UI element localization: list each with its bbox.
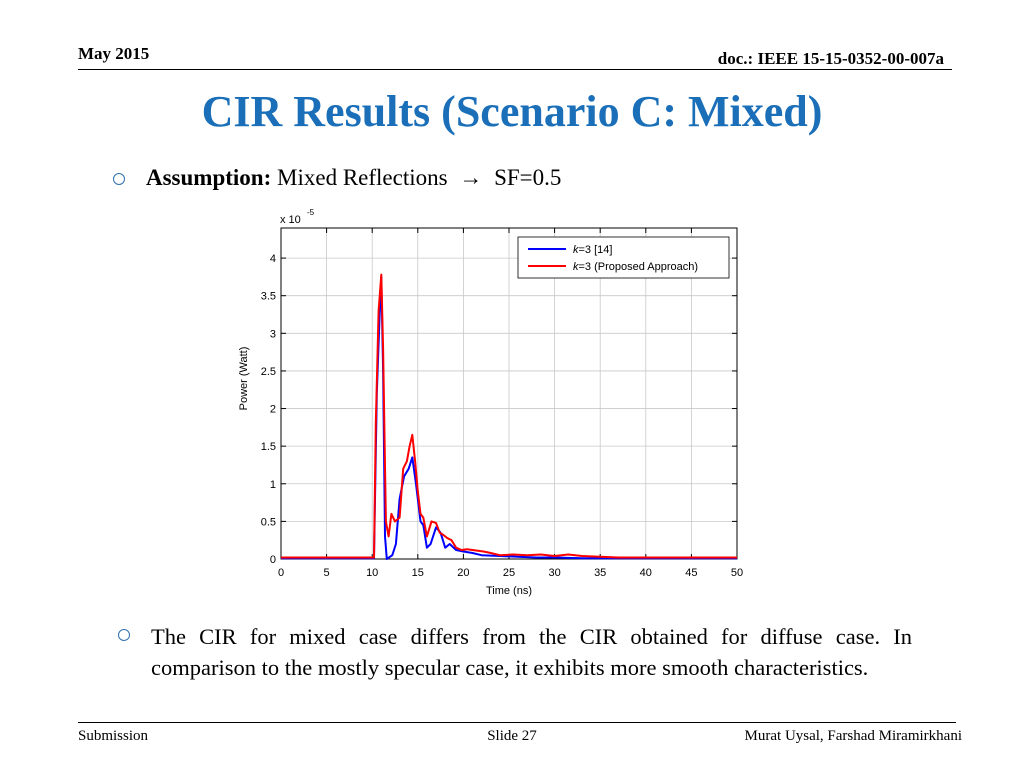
assumption-sf: SF=0.5 [494, 165, 562, 190]
y-tick-label: 2 [270, 404, 276, 416]
right-arrow-icon: → [459, 165, 483, 190]
x-axis-label: Time (ns) [486, 585, 532, 597]
footer-divider [78, 722, 956, 723]
x-tick-label: 5 [324, 567, 330, 579]
y-tick-label: 4 [270, 253, 276, 265]
bullet-ring-icon [113, 173, 125, 185]
header-date: May 2015 [78, 44, 150, 63]
footer-submission: Submission [78, 728, 149, 744]
legend-entry-1: k=3 [14] [573, 244, 612, 256]
x-tick-label: 45 [685, 567, 697, 579]
header-divider [78, 69, 952, 70]
y-exponent: -5 [307, 208, 315, 217]
x-tick-label: 40 [640, 567, 652, 579]
y-tick-label: 3.5 [261, 291, 276, 303]
legend-box [517, 236, 730, 279]
assumption-text: Mixed Reflections [277, 165, 448, 190]
slide-title: CIR Results (Scenario C: Mixed) [201, 87, 823, 136]
y-multiplier: x 10 [280, 214, 301, 226]
x-tick-label: 25 [503, 567, 515, 579]
x-tick-label: 30 [548, 567, 560, 579]
y-tick-label: 3 [270, 328, 276, 340]
assumption-label: Assumption: [146, 165, 272, 190]
y-tick-label: 1.5 [261, 441, 276, 453]
y-tick-label: 0.5 [261, 516, 276, 528]
note-text: The CIR for mixed case differs from the … [151, 624, 912, 680]
x-tick-label: 15 [412, 567, 424, 579]
legend-entry-2: k=3 (Proposed Approach) [573, 261, 698, 273]
header-doc-id: doc.: IEEE 15-15-0352-00-007a [717, 49, 944, 68]
footer-authors: Murat Uysal, Farshad Miramirkhani [744, 728, 962, 744]
x-tick-label: 20 [457, 567, 469, 579]
footer-slide-number: Slide 27 [487, 728, 537, 744]
x-tick-label: 50 [731, 567, 743, 579]
x-tick-label: 35 [594, 567, 606, 579]
y-tick-label: 2.5 [261, 366, 276, 378]
bullet-ring-icon [118, 629, 130, 641]
y-axis-label: Power (Watt) [238, 347, 250, 411]
x-tick-label: 10 [366, 567, 378, 579]
y-tick-label: 0 [270, 554, 276, 566]
x-tick-label: 0 [278, 567, 284, 579]
series-line-2 [281, 273, 737, 559]
assumption-line: Assumption: Mixed Reflections → SF=0.5 [146, 165, 561, 191]
y-tick-label: 1 [270, 479, 276, 491]
